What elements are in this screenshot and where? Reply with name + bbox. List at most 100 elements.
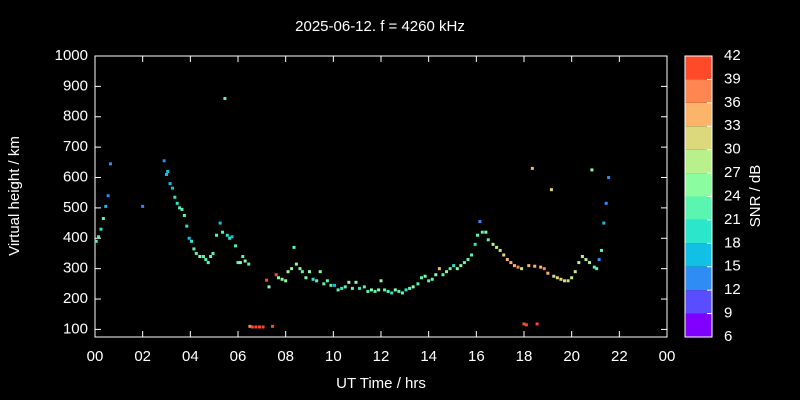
point: [215, 233, 219, 237]
point: [243, 259, 247, 263]
point: [261, 325, 265, 329]
y-tick-label: 100: [63, 320, 88, 337]
point: [277, 276, 281, 280]
point: [369, 288, 373, 292]
point: [187, 236, 191, 240]
point: [580, 254, 584, 258]
point: [182, 213, 186, 217]
point: [106, 194, 110, 198]
point: [248, 324, 252, 328]
y-tick-label: 400: [63, 229, 88, 246]
point: [448, 267, 452, 271]
point: [597, 258, 601, 262]
point: [445, 270, 449, 274]
point: [604, 201, 608, 205]
point: [462, 261, 466, 265]
point: [175, 201, 179, 205]
point: [476, 233, 480, 237]
colorbar-tick-label: 6: [724, 328, 732, 345]
x-tick-label: 00: [659, 348, 676, 365]
point: [373, 289, 377, 293]
point: [238, 261, 242, 265]
point: [228, 236, 232, 240]
point: [455, 267, 459, 271]
colorbar-label: SNR / dB: [747, 165, 764, 228]
point: [162, 159, 166, 163]
point: [265, 278, 269, 282]
colorbar-tick-label: 18: [724, 234, 741, 251]
point: [584, 258, 588, 262]
point: [250, 325, 254, 329]
point: [423, 274, 427, 278]
x-tick-label: 04: [182, 348, 199, 365]
point: [400, 291, 404, 295]
point: [230, 235, 234, 239]
point: [236, 261, 240, 265]
point: [300, 270, 304, 274]
colorbar-tick-label: 12: [724, 281, 741, 298]
point: [452, 264, 456, 268]
point: [427, 279, 431, 283]
point: [397, 289, 401, 293]
colorbar-tick-label: 27: [724, 164, 741, 181]
colorbar-band: [685, 219, 712, 244]
point: [218, 221, 222, 225]
point: [99, 227, 103, 231]
y-tick-label: 700: [63, 138, 88, 155]
point: [336, 288, 340, 292]
point: [194, 251, 198, 255]
point: [530, 166, 534, 170]
x-tick-label: 22: [611, 348, 628, 365]
point: [271, 324, 275, 328]
point: [377, 288, 381, 292]
point: [209, 254, 213, 258]
point: [225, 233, 229, 237]
x-tick-label: 20: [563, 348, 580, 365]
point: [108, 162, 112, 166]
colorbar-band: [685, 102, 712, 127]
point: [588, 261, 592, 265]
point: [546, 271, 550, 275]
colorbar-tick-label: 36: [724, 94, 741, 111]
point: [495, 245, 499, 249]
point: [322, 282, 326, 286]
point: [566, 279, 570, 283]
point: [416, 282, 420, 286]
point: [434, 273, 438, 277]
point: [211, 251, 215, 255]
point: [166, 169, 170, 173]
point: [141, 204, 145, 208]
point: [386, 289, 390, 293]
point: [294, 262, 298, 266]
point: [539, 265, 543, 269]
colorbar-tick-label: 39: [724, 70, 741, 87]
point: [354, 280, 358, 284]
colorbar-band: [685, 243, 712, 267]
point: [204, 258, 208, 262]
point: [430, 277, 434, 281]
point: [577, 261, 581, 265]
point: [473, 242, 477, 246]
point: [505, 258, 509, 262]
point: [592, 265, 596, 269]
point: [459, 264, 463, 268]
y-tick-label: 800: [63, 108, 88, 125]
point: [292, 245, 296, 249]
colorbar-band: [685, 173, 712, 197]
colorbar-tick-label: 15: [724, 258, 741, 275]
colorbar-band: [685, 266, 712, 291]
point: [590, 168, 594, 172]
point: [286, 270, 290, 274]
point: [602, 221, 606, 225]
point: [527, 264, 531, 268]
point: [542, 267, 546, 271]
point: [480, 230, 484, 234]
point: [478, 220, 482, 224]
point: [520, 267, 524, 271]
point: [170, 186, 174, 190]
point: [168, 182, 172, 186]
point: [223, 97, 227, 101]
